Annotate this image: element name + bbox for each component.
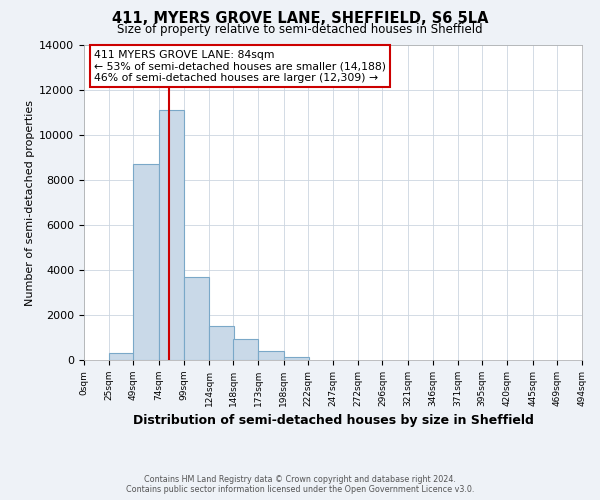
Bar bbox=[284, 356, 309, 360]
Y-axis label: Number of semi-detached properties: Number of semi-detached properties bbox=[25, 100, 35, 306]
Text: Contains HM Land Registry data © Crown copyright and database right 2024.
Contai: Contains HM Land Registry data © Crown c… bbox=[126, 474, 474, 494]
Bar bbox=[233, 338, 259, 360]
Bar bbox=[209, 326, 234, 360]
Text: Size of property relative to semi-detached houses in Sheffield: Size of property relative to semi-detach… bbox=[117, 22, 483, 36]
Bar bbox=[158, 110, 184, 360]
Bar bbox=[259, 351, 284, 360]
Bar bbox=[109, 353, 134, 360]
Bar bbox=[133, 164, 158, 360]
Text: 411 MYERS GROVE LANE: 84sqm
← 53% of semi-detached houses are smaller (14,188)
4: 411 MYERS GROVE LANE: 84sqm ← 53% of sem… bbox=[94, 50, 386, 83]
Text: 411, MYERS GROVE LANE, SHEFFIELD, S6 5LA: 411, MYERS GROVE LANE, SHEFFIELD, S6 5LA bbox=[112, 11, 488, 26]
X-axis label: Distribution of semi-detached houses by size in Sheffield: Distribution of semi-detached houses by … bbox=[133, 414, 533, 428]
Bar bbox=[184, 277, 209, 360]
